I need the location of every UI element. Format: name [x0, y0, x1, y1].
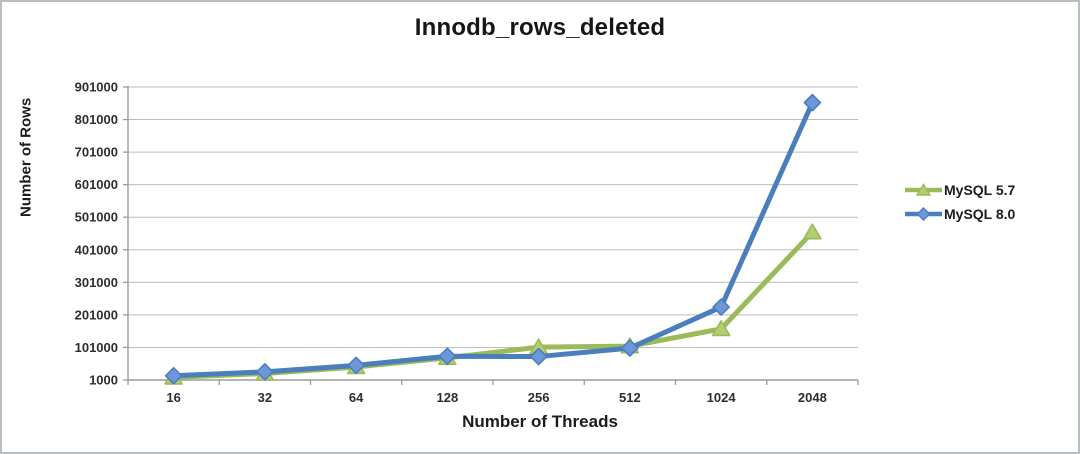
y-tick-label: 701000 — [75, 145, 118, 160]
x-tick-label: 32 — [258, 390, 272, 405]
y-tick-label: 501000 — [75, 210, 118, 225]
series-marker-mysql-8-0 — [256, 363, 274, 381]
x-tick-label: 128 — [437, 390, 459, 405]
legend-item-mysql-5-7: MySQL 5.7 — [905, 178, 1015, 202]
series-marker-mysql-5-7 — [803, 223, 822, 240]
y-tick-label: 401000 — [75, 242, 118, 257]
x-tick-label: 64 — [349, 390, 364, 405]
series-marker-mysql-8-0 — [347, 356, 365, 375]
series-line-mysql-8-0 — [171, 100, 815, 379]
y-tick-label: 101000 — [75, 340, 118, 355]
y-tick-label: 301000 — [75, 275, 118, 290]
x-tick-label: 1024 — [707, 390, 737, 405]
y-tick-label: 201000 — [75, 307, 118, 322]
series-marker-mysql-8-0 — [803, 93, 822, 112]
chart-title: Innodb_rows_deleted — [414, 14, 666, 41]
series-marker-mysql-5-7 — [711, 320, 731, 337]
legend-label: MySQL 8.0 — [944, 206, 1016, 222]
legend-marker-mysql-5-7-icon — [905, 183, 942, 197]
y-tick-label: 901000 — [75, 80, 118, 95]
x-tick-label: 2048 — [798, 390, 827, 405]
x-tick-label: 512 — [619, 390, 641, 405]
series-marker-mysql-8-0 — [438, 347, 457, 366]
legend-item-mysql-8-0: MySQL 8.0 — [905, 202, 1015, 226]
y-tick-label: 801000 — [75, 112, 118, 127]
legend: MySQL 5.7 MySQL 8.0 — [905, 178, 1015, 226]
x-axis-title: Number of Threads — [462, 412, 618, 431]
legend-label: MySQL 5.7 — [944, 182, 1016, 198]
y-tick-label: 1000 — [89, 373, 118, 388]
series-marker-mysql-8-0 — [529, 347, 548, 366]
y-tick-label: 601000 — [75, 177, 118, 192]
series-marker-mysql-8-0 — [712, 298, 730, 316]
x-tick-label: 16 — [166, 390, 180, 405]
x-tick-label: 256 — [528, 390, 550, 405]
series-marker-mysql-8-0 — [164, 366, 183, 385]
series-marker-mysql-8-0 — [621, 339, 639, 357]
legend-marker-mysql-8-0-icon — [905, 207, 942, 221]
